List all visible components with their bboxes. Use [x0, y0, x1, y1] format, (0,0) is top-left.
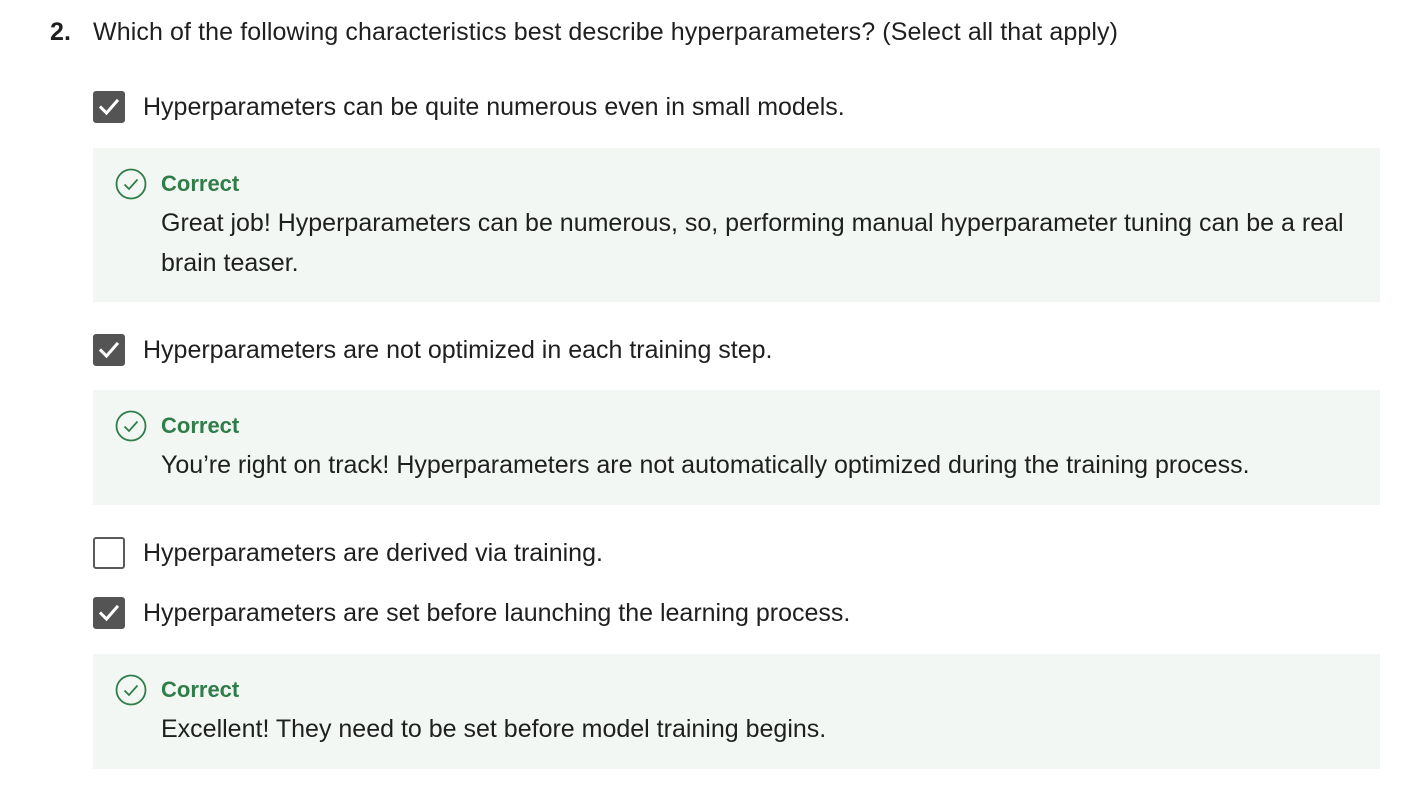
- option-label: Hyperparameters are not optimized in eac…: [143, 336, 773, 364]
- feedback-text: Great job! Hyperparameters can be numero…: [161, 209, 1344, 277]
- question-text: Which of the following characteristics b…: [93, 18, 1119, 46]
- feedback-status: Correct: [161, 413, 240, 438]
- feedback-status: Correct: [161, 677, 240, 702]
- checkbox-checked[interactable]: [93, 91, 125, 123]
- feedback-panel: Correct You’re right on track! Hyperpara…: [93, 390, 1380, 505]
- option-1[interactable]: Hyperparameters can be quite numerous ev…: [93, 89, 845, 125]
- option-2[interactable]: Hyperparameters are not optimized in eac…: [93, 332, 773, 368]
- checkbox-checked[interactable]: [93, 597, 125, 629]
- question-header: 2. Which of the following characteristic…: [50, 14, 1380, 50]
- feedback-header: Correct: [115, 168, 1356, 200]
- check-circle-icon: [115, 168, 147, 200]
- checkbox-checked[interactable]: [93, 334, 125, 366]
- feedback-status: Correct: [161, 171, 240, 196]
- option-label: Hyperparameters are derived via training…: [143, 539, 603, 567]
- option-label: Hyperparameters can be quite numerous ev…: [143, 93, 845, 121]
- feedback-panel: Correct Excellent! They need to be set b…: [93, 654, 1380, 769]
- check-circle-icon: [115, 410, 147, 442]
- feedback-text: Excellent! They need to be set before mo…: [161, 715, 827, 743]
- feedback-header: Correct: [115, 410, 1356, 442]
- option-label: Hyperparameters are set before launching…: [143, 599, 851, 627]
- feedback-header: Correct: [115, 674, 1356, 706]
- checkbox-unchecked[interactable]: [93, 537, 125, 569]
- option-4[interactable]: Hyperparameters are set before launching…: [93, 595, 850, 631]
- checkmark-icon: [98, 604, 120, 622]
- feedback-text: You’re right on track! Hyperparameters a…: [161, 451, 1250, 479]
- question-number: 2.: [50, 18, 72, 46]
- question-block: 2. Which of the following characteristic…: [50, 14, 1380, 769]
- option-3[interactable]: Hyperparameters are derived via training…: [93, 535, 603, 571]
- check-circle-icon: [115, 674, 147, 706]
- checkmark-icon: [98, 341, 120, 359]
- checkmark-icon: [98, 98, 120, 116]
- feedback-panel: Correct Great job! Hyperparameters can b…: [93, 148, 1380, 302]
